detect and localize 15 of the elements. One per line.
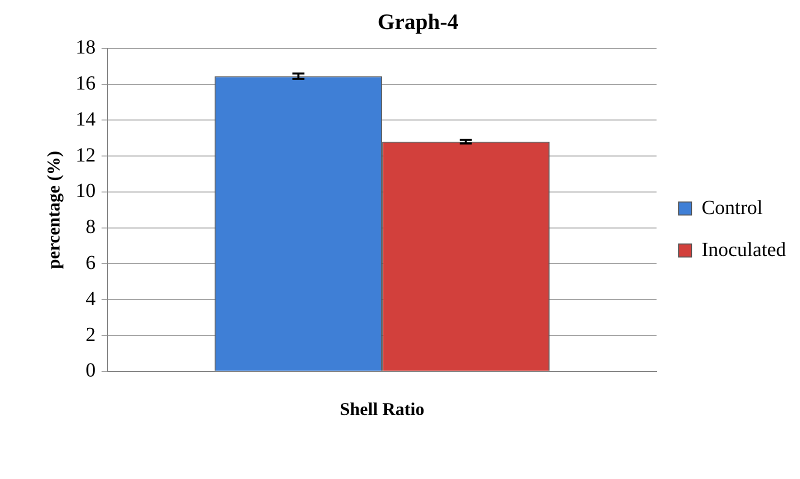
y-tick-label: 0 — [86, 360, 96, 382]
legend-label: Control — [702, 196, 764, 219]
y-tick-label: 8 — [86, 216, 96, 238]
y-tick-label: 12 — [76, 144, 96, 166]
legend-label: Inoculated — [702, 238, 786, 261]
chart-title: Graph-4 — [378, 8, 458, 34]
y-axis-title: percentage (%) — [43, 150, 64, 269]
y-tick-label: 14 — [76, 108, 96, 130]
y-tick-label: 10 — [76, 180, 96, 202]
x-tick-label: Shell Ratio — [340, 398, 424, 419]
y-tick-label: 2 — [86, 324, 96, 346]
y-tick-label: 18 — [76, 36, 96, 59]
y-tick-label: 6 — [86, 252, 96, 274]
y-tick-label: 4 — [86, 288, 96, 310]
y-tick-label: 16 — [76, 72, 96, 95]
